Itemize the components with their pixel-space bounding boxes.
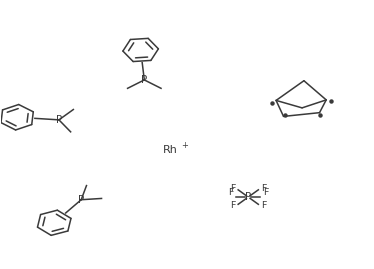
Text: F: F <box>261 201 267 210</box>
Text: P: P <box>245 192 251 202</box>
Text: P: P <box>78 195 84 205</box>
Text: F: F <box>263 188 269 197</box>
Text: F: F <box>230 201 235 210</box>
Text: F: F <box>230 184 235 193</box>
Text: P: P <box>56 115 62 125</box>
Text: Rh: Rh <box>163 146 178 155</box>
Text: F: F <box>261 184 267 193</box>
Text: F: F <box>228 188 233 197</box>
Text: +: + <box>181 141 188 150</box>
Text: P: P <box>141 75 147 85</box>
